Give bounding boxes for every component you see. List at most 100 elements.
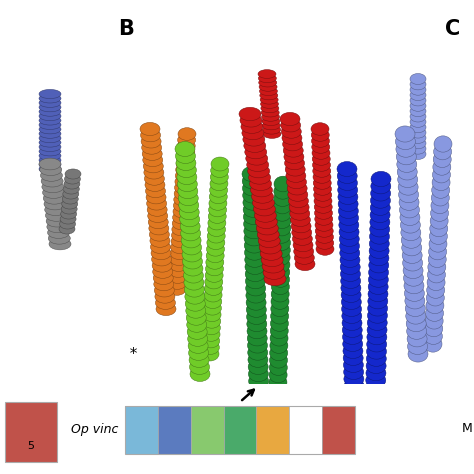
Ellipse shape [248,345,268,360]
Ellipse shape [410,100,426,111]
Ellipse shape [343,337,363,352]
Ellipse shape [241,120,263,133]
Ellipse shape [312,153,330,165]
Ellipse shape [428,251,446,267]
Ellipse shape [49,238,71,250]
Ellipse shape [405,293,425,309]
Ellipse shape [371,179,391,194]
Ellipse shape [312,159,330,171]
Ellipse shape [239,107,261,121]
Ellipse shape [270,338,288,354]
Ellipse shape [39,155,61,165]
Ellipse shape [434,144,452,160]
Ellipse shape [406,308,426,324]
Ellipse shape [271,301,289,317]
Ellipse shape [291,213,310,227]
Ellipse shape [172,223,190,236]
Ellipse shape [367,322,387,337]
Ellipse shape [245,245,264,260]
Ellipse shape [248,366,268,382]
Ellipse shape [343,357,364,373]
Ellipse shape [410,116,426,128]
Ellipse shape [148,210,168,222]
Ellipse shape [426,297,444,314]
Ellipse shape [175,175,193,188]
Ellipse shape [207,242,225,256]
Ellipse shape [204,295,222,309]
Ellipse shape [315,219,333,231]
Ellipse shape [282,131,302,145]
Ellipse shape [287,182,307,195]
Bar [125,406,158,454]
Ellipse shape [140,122,160,136]
Ellipse shape [272,264,290,280]
Ellipse shape [312,147,330,159]
Ellipse shape [273,213,291,228]
Bar [125,406,355,454]
Ellipse shape [176,155,196,171]
Ellipse shape [402,240,422,256]
Ellipse shape [61,209,77,219]
Ellipse shape [259,87,277,96]
Bar [5,402,57,462]
Ellipse shape [406,316,426,332]
Ellipse shape [203,301,221,315]
Ellipse shape [368,272,388,287]
Ellipse shape [258,70,276,78]
Ellipse shape [410,138,426,149]
Text: *: * [128,346,137,362]
Ellipse shape [369,257,389,273]
Ellipse shape [243,188,263,203]
Ellipse shape [340,259,360,274]
Text: Op vinc: Op vinc [71,422,118,436]
Ellipse shape [201,340,219,355]
Ellipse shape [39,158,61,170]
Ellipse shape [183,261,203,276]
Ellipse shape [181,226,201,241]
Ellipse shape [39,134,61,143]
Ellipse shape [264,272,286,286]
Ellipse shape [274,183,292,199]
Ellipse shape [424,336,442,352]
Ellipse shape [43,192,65,204]
Ellipse shape [179,205,199,220]
Ellipse shape [174,193,192,206]
Ellipse shape [168,283,186,295]
Ellipse shape [142,141,162,154]
Ellipse shape [247,323,267,339]
Ellipse shape [258,234,280,247]
Ellipse shape [292,232,312,246]
Ellipse shape [339,225,359,239]
Ellipse shape [178,184,198,199]
Ellipse shape [205,268,223,283]
Ellipse shape [396,149,416,165]
Ellipse shape [243,133,265,146]
Text: 5: 5 [27,441,35,451]
Ellipse shape [248,352,268,367]
Ellipse shape [295,257,315,271]
Ellipse shape [365,401,385,417]
Ellipse shape [206,249,224,263]
Ellipse shape [337,182,358,198]
Ellipse shape [172,229,190,242]
Ellipse shape [263,266,285,279]
Ellipse shape [170,247,188,260]
Ellipse shape [315,213,333,225]
Ellipse shape [151,246,171,260]
Ellipse shape [254,202,275,216]
Ellipse shape [64,184,79,194]
Ellipse shape [155,284,174,297]
Ellipse shape [143,154,163,167]
Ellipse shape [65,169,81,179]
Ellipse shape [432,182,450,198]
Ellipse shape [345,407,365,421]
Ellipse shape [273,235,291,251]
Ellipse shape [430,220,448,237]
Ellipse shape [260,247,282,260]
Ellipse shape [338,190,358,204]
Ellipse shape [243,202,263,218]
Ellipse shape [425,313,443,329]
Ellipse shape [244,139,266,153]
Ellipse shape [313,164,331,177]
Ellipse shape [269,389,287,405]
